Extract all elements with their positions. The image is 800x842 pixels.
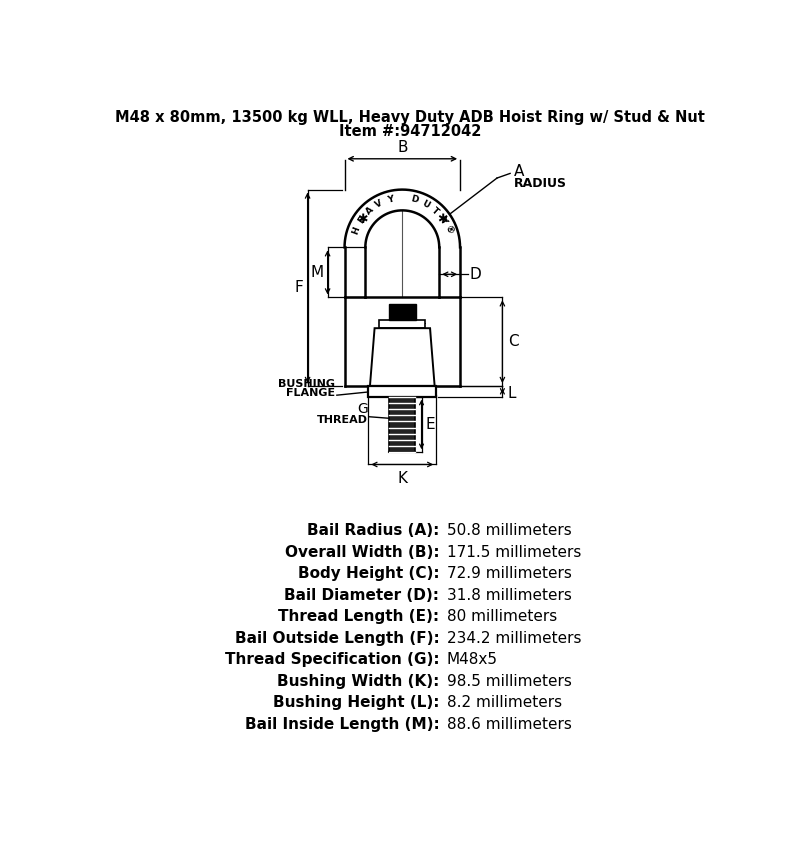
Text: F: F: [294, 280, 303, 296]
Text: T: T: [430, 205, 440, 216]
Text: C: C: [508, 334, 518, 349]
Text: Thread Length (E):: Thread Length (E):: [278, 610, 439, 624]
Text: 80 millimeters: 80 millimeters: [447, 610, 558, 624]
Text: V: V: [374, 199, 385, 210]
Text: D: D: [410, 195, 419, 205]
Text: M48x5: M48x5: [447, 653, 498, 668]
Text: 31.8 millimeters: 31.8 millimeters: [447, 588, 572, 603]
Text: A: A: [514, 164, 524, 179]
Text: BUSHING: BUSHING: [278, 379, 335, 389]
Text: 72.9 millimeters: 72.9 millimeters: [447, 566, 572, 581]
Text: Thread Specification (G):: Thread Specification (G):: [225, 653, 439, 668]
Polygon shape: [370, 328, 434, 386]
Text: Bushing Width (K):: Bushing Width (K):: [277, 674, 439, 689]
Text: 88.6 millimeters: 88.6 millimeters: [447, 717, 572, 732]
Bar: [369, 386, 436, 397]
Text: ✱: ✱: [437, 213, 447, 226]
Text: RADIUS: RADIUS: [514, 177, 567, 190]
Text: H: H: [351, 226, 362, 236]
Text: G: G: [357, 402, 368, 416]
Text: E: E: [356, 215, 367, 225]
Text: Bushing Height (L):: Bushing Height (L):: [273, 695, 439, 711]
Text: Bail Radius (A):: Bail Radius (A):: [307, 523, 439, 538]
Text: Bail Outside Length (F):: Bail Outside Length (F):: [234, 631, 439, 646]
Text: FLANGE: FLANGE: [286, 388, 335, 398]
Bar: [379, 321, 426, 328]
Text: 8.2 millimeters: 8.2 millimeters: [447, 695, 562, 711]
Text: Y: Y: [386, 195, 394, 205]
Text: 234.2 millimeters: 234.2 millimeters: [447, 631, 582, 646]
Text: 50.8 millimeters: 50.8 millimeters: [447, 523, 572, 538]
Text: Bail Diameter (D):: Bail Diameter (D):: [284, 588, 439, 603]
Text: E: E: [426, 417, 435, 432]
Text: 171.5 millimeters: 171.5 millimeters: [447, 545, 582, 560]
Text: Overall Width (B):: Overall Width (B):: [285, 545, 439, 560]
Text: THREAD: THREAD: [317, 415, 368, 425]
Text: Y: Y: [438, 215, 448, 225]
Text: K: K: [398, 472, 407, 487]
Text: U: U: [420, 199, 430, 210]
Text: Bail Inside Length (M):: Bail Inside Length (M):: [245, 717, 439, 732]
Bar: [390, 397, 415, 452]
Text: 98.5 millimeters: 98.5 millimeters: [447, 674, 572, 689]
Text: ✱: ✱: [358, 213, 368, 226]
Text: D: D: [470, 267, 481, 282]
Text: ®: ®: [442, 225, 454, 237]
Text: B: B: [397, 140, 407, 155]
Bar: [390, 304, 416, 321]
Text: L: L: [508, 386, 516, 401]
Text: Body Height (C):: Body Height (C):: [298, 566, 439, 581]
Text: Item #:94712042: Item #:94712042: [339, 124, 481, 139]
Text: A: A: [364, 205, 375, 216]
Text: M48 x 80mm, 13500 kg WLL, Heavy Duty ADB Hoist Ring w/ Stud & Nut: M48 x 80mm, 13500 kg WLL, Heavy Duty ADB…: [115, 110, 705, 125]
Text: M: M: [310, 265, 324, 280]
